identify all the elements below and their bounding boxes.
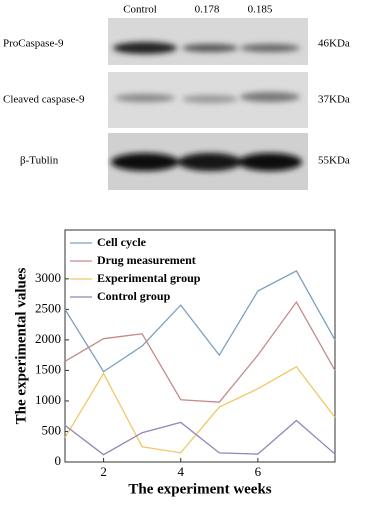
legend-label: Drug measurement bbox=[97, 253, 196, 267]
y-tick-label: 1500 bbox=[35, 361, 61, 376]
x-tick-label: 4 bbox=[177, 464, 184, 479]
x-tick-label: 6 bbox=[255, 464, 262, 479]
x-tick-label: 2 bbox=[100, 464, 107, 479]
series-line bbox=[64, 300, 336, 403]
series-line bbox=[64, 270, 336, 373]
plot-frame bbox=[64, 229, 336, 463]
y-tick-label: 500 bbox=[42, 422, 62, 437]
y-tick-label: 2000 bbox=[35, 331, 61, 346]
series-line bbox=[64, 365, 336, 454]
row-label: ProCaspase-9 bbox=[3, 38, 64, 50]
blot-bands bbox=[111, 42, 302, 171]
size-label: 37KDa bbox=[318, 94, 350, 106]
size-label: 46KDa bbox=[318, 38, 350, 50]
row-label: Cleaved caspase-9 bbox=[3, 94, 85, 106]
y-tick-label: 1000 bbox=[35, 392, 61, 407]
y-tick-label: 0 bbox=[55, 453, 62, 468]
legend-label: Experimental group bbox=[97, 271, 201, 285]
lane-label: 0.185 bbox=[248, 4, 273, 16]
lane-label: 0.178 bbox=[195, 4, 220, 16]
legend-label: Control group bbox=[97, 289, 171, 303]
x-axis-title: The experiment weeks bbox=[128, 481, 271, 497]
y-tick-label: 3000 bbox=[35, 270, 61, 285]
y-tick-label: 2500 bbox=[35, 300, 61, 315]
legend-label: Cell cycle bbox=[97, 235, 147, 249]
y-axis-title: The experimental values bbox=[13, 268, 29, 425]
size-label: 55KDa bbox=[318, 155, 350, 167]
blot-panel bbox=[108, 18, 308, 65]
lane-label: Control bbox=[123, 4, 157, 16]
row-label: β-Tublin bbox=[20, 155, 59, 167]
series-line bbox=[64, 419, 336, 456]
